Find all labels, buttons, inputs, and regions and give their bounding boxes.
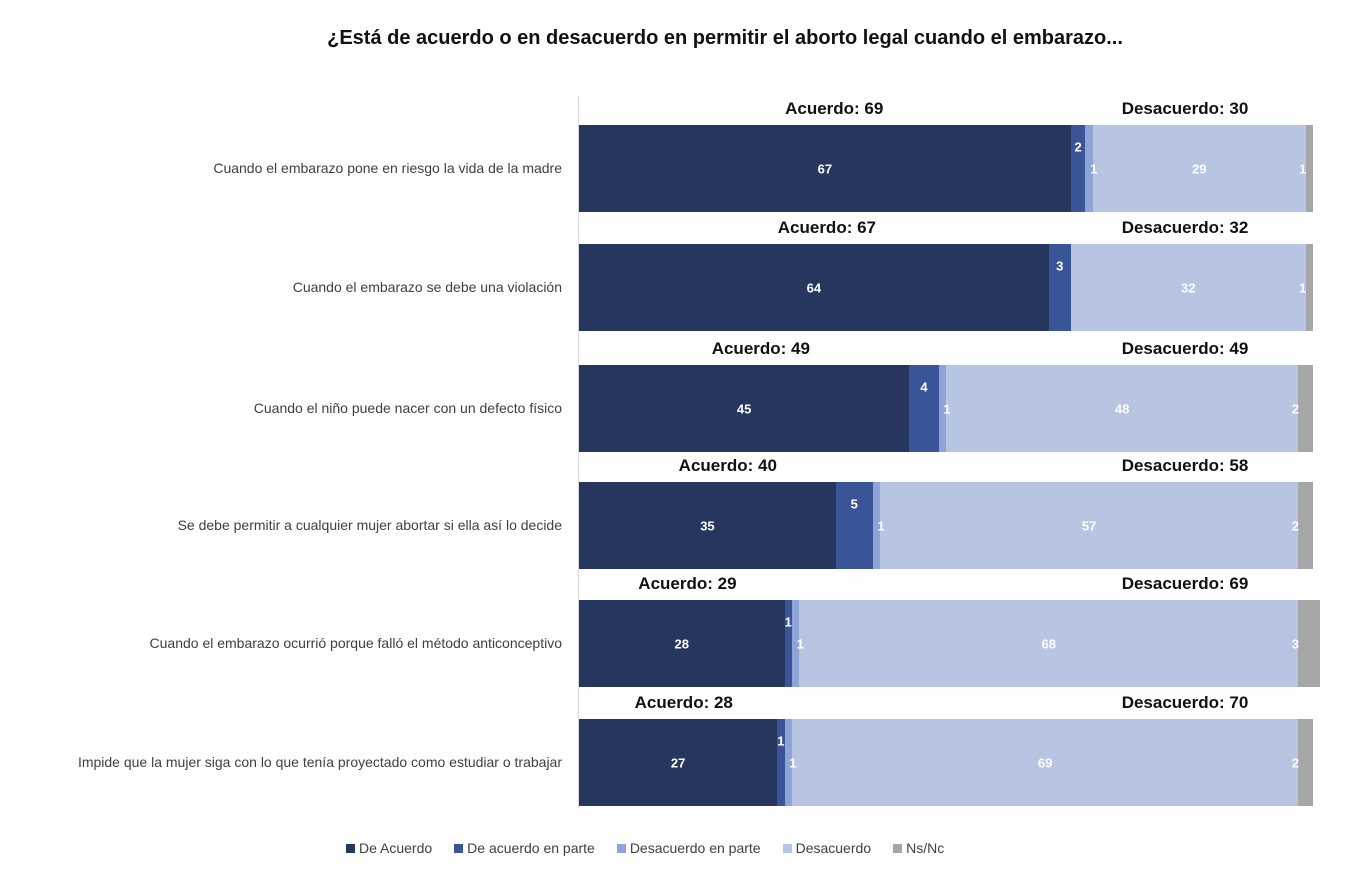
data-label: 5 <box>850 496 858 511</box>
category-label: Cuando el niño puede nacer con un defect… <box>253 399 562 416</box>
bar-segment-de-acuerdo <box>579 125 1071 212</box>
data-label: 67 <box>817 161 833 176</box>
acuerdo-total-label: Acuerdo: 28 <box>634 693 733 712</box>
legend-swatch <box>346 843 355 853</box>
legend-swatch <box>782 843 792 853</box>
bar-segment-de-acuerdo <box>579 600 785 687</box>
legend-item-de-acuerdo-en-parte[interactable]: De acuerdo en parte <box>454 840 595 856</box>
bar-segment-ns-nc <box>1298 482 1313 569</box>
legend-swatch <box>616 843 626 853</box>
data-label: 48 <box>1114 401 1130 416</box>
data-label: 1 <box>789 755 797 770</box>
legend-label: Desacuerdo en parte <box>629 840 761 856</box>
data-label: 1 <box>784 614 792 629</box>
acuerdo-total-label: Acuerdo: 40 <box>678 456 777 475</box>
acuerdo-total-label: Acuerdo: 49 <box>711 339 810 358</box>
category-axis-line <box>578 96 579 808</box>
acuerdo-total-label: Acuerdo: 29 <box>638 574 737 593</box>
bar-segment-ns-nc <box>1298 600 1321 687</box>
category-label: Se debe permitir a cualquier mujer abort… <box>177 516 562 533</box>
bar-segment-de-acuerdo-en-parte <box>784 600 792 687</box>
category-label: Cuando el embarazo ocurrió porque falló … <box>149 634 562 651</box>
bar-segment-desacuerdo <box>879 482 1299 569</box>
data-label: 1 <box>1090 161 1098 176</box>
data-label: 1 <box>796 636 804 651</box>
bar-segment-desacuerdo-en-parte <box>784 719 792 806</box>
bar-segment-de-acuerdo <box>579 244 1049 331</box>
chart-title: ¿Está de acuerdo o en desacuerdo en perm… <box>327 27 1123 49</box>
bar-segment-desacuerdo-en-parte <box>938 365 946 452</box>
legend-swatch <box>893 843 903 853</box>
bar-segment-ns-nc <box>1305 125 1313 212</box>
data-label: 2 <box>1074 139 1082 154</box>
data-label: 28 <box>674 636 689 651</box>
legend-item-ns-nc[interactable]: Ns/Nc <box>893 840 944 856</box>
data-label: 29 <box>1191 161 1207 176</box>
bar-segment-de-acuerdo-en-parte <box>1048 244 1071 331</box>
bar-segment-de-acuerdo-en-parte <box>835 482 873 569</box>
data-label: 2 <box>1291 401 1299 416</box>
bar-segment-ns-nc <box>1298 365 1313 452</box>
data-label: 3 <box>1291 636 1299 651</box>
acuerdo-total-label: Acuerdo: 67 <box>777 218 876 237</box>
bar-segment-de-acuerdo <box>579 365 910 452</box>
bar-segment-desacuerdo <box>1092 125 1306 212</box>
data-label: 2 <box>1291 755 1299 770</box>
desacuerdo-total-label: Desacuerdo: 70 <box>1121 693 1249 712</box>
category-label: Impide que la mujer siga con lo que tení… <box>77 753 562 770</box>
bar-segment-desacuerdo-en-parte <box>872 482 880 569</box>
bar-segment-de-acuerdo-en-parte <box>1070 125 1086 212</box>
desacuerdo-total-label: Desacuerdo: 30 <box>1121 99 1249 118</box>
bar-segment-desacuerdo-en-parte <box>1085 125 1093 212</box>
data-label: 1 <box>877 518 885 533</box>
data-label: 32 <box>1180 280 1196 295</box>
legend-item-de-acuerdo[interactable]: De Acuerdo <box>346 840 432 856</box>
data-label: 1 <box>1299 280 1307 295</box>
bar-segment-de-acuerdo-en-parte <box>777 719 785 806</box>
data-label: 1 <box>1299 161 1307 176</box>
data-label: 3 <box>1056 258 1064 273</box>
legend-label: De Acuerdo <box>359 840 433 856</box>
bar-segment-ns-nc <box>1305 244 1313 331</box>
data-label: 2 <box>1291 518 1299 533</box>
data-label: 69 <box>1037 755 1053 770</box>
legend-swatch <box>454 843 464 853</box>
data-label: 45 <box>736 401 752 416</box>
data-label: 1 <box>943 401 951 416</box>
bar-segment-desacuerdo <box>946 365 1299 452</box>
legend-label: Ns/Nc <box>906 840 945 856</box>
legend-label: Desacuerdo <box>795 840 872 856</box>
bar-segment-ns-nc <box>1298 719 1313 806</box>
desacuerdo-total-label: Desacuerdo: 58 <box>1121 456 1249 475</box>
desacuerdo-total-label: Desacuerdo: 69 <box>1121 574 1249 593</box>
data-label: 27 <box>670 755 686 770</box>
data-label: 4 <box>920 379 928 394</box>
data-label: 35 <box>700 518 715 533</box>
data-label: 64 <box>806 280 822 295</box>
data-label: 68 <box>1041 636 1056 651</box>
bar-segment-desacuerdo-en-parte <box>791 600 800 687</box>
data-label: 57 <box>1081 518 1097 533</box>
data-label: 1 <box>777 733 785 748</box>
bar-segment-de-acuerdo-en-parte <box>909 365 939 452</box>
category-label: Cuando el embarazo se debe una violación <box>292 278 562 295</box>
legend-label: De acuerdo en parte <box>467 840 595 856</box>
legend: De Acuerdo De acuerdo en parte Desacuerd… <box>346 840 944 856</box>
legend-item-desacuerdo-en-parte[interactable]: Desacuerdo en parte <box>616 840 761 856</box>
legend-item-desacuerdo[interactable]: Desacuerdo <box>782 840 872 856</box>
acuerdo-total-label: Acuerdo: 69 <box>785 99 884 118</box>
bar-segment-desacuerdo <box>791 719 1299 806</box>
bar-segment-de-acuerdo <box>579 719 778 806</box>
bar-segment-desacuerdo <box>1070 244 1306 331</box>
bar-segment-de-acuerdo <box>579 482 836 569</box>
desacuerdo-total-label: Desacuerdo: 32 <box>1121 218 1249 237</box>
desacuerdo-total-label: Desacuerdo: 49 <box>1121 339 1249 358</box>
bar-segment-desacuerdo <box>799 600 1299 687</box>
category-label: Cuando el embarazo pone en riesgo la vid… <box>213 159 562 176</box>
